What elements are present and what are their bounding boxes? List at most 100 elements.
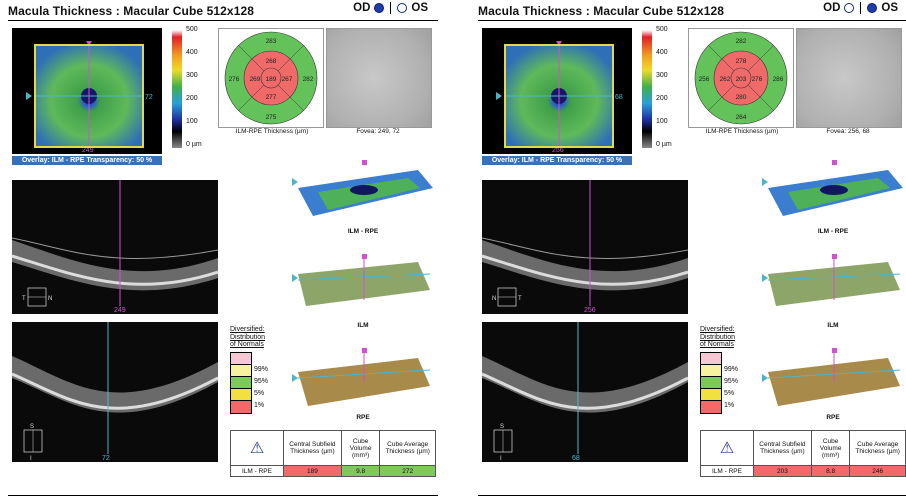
- etdrs-inner-top: 268: [266, 58, 277, 65]
- svg-text:I: I: [30, 456, 32, 462]
- surface-ilm-rpe[interactable]: [758, 158, 906, 224]
- etdrs-center: 203: [736, 76, 747, 83]
- row-label: ILM - RPE: [230, 465, 284, 477]
- etdrs-caption: ILM-RPE Thickness (µm): [705, 128, 779, 135]
- normals-legend: Diversified: Distribution of Normals 99%…: [230, 326, 284, 415]
- avg-value: 272: [379, 465, 436, 477]
- row-label: ILM - RPE: [700, 465, 754, 477]
- etdrs-inner-right: 267: [282, 76, 293, 83]
- thickness-colorbar: [642, 30, 652, 148]
- fundus-image[interactable]: [326, 28, 432, 128]
- warning-icon: ⚠: [719, 440, 735, 457]
- horizontal-bscan[interactable]: 256 N T: [482, 180, 688, 314]
- col-header-volume: Cube Volume (mm³): [340, 430, 381, 466]
- etdrs-thickness-chart: 189 268 267 277 269 283 282 275 276: [218, 28, 324, 128]
- surface-ilm[interactable]: [758, 254, 906, 312]
- etdrs-inner-left: 269: [250, 76, 261, 83]
- od-radio-icon[interactable]: [844, 3, 855, 13]
- report-header: Macula Thickness : Macular Cube 512x128 …: [8, 2, 438, 21]
- vertical-bscan[interactable]: 68 S I: [482, 322, 688, 462]
- horizontal-bscan[interactable]: 249 T N: [12, 180, 218, 314]
- thickness-map[interactable]: 68 256: [482, 28, 632, 154]
- etdrs-outer-left: 256: [699, 76, 710, 83]
- report-panel-os: Macula Thickness : Macular Cube 512x128 …: [478, 0, 906, 502]
- etdrs-outer-bottom: 275: [266, 114, 277, 121]
- surface-label-ilm: ILM: [827, 322, 839, 329]
- overlay-caption: Overlay: ILM - RPE Transparency: 50 %: [12, 156, 162, 165]
- etdrs-outer-bottom: 264: [736, 114, 747, 121]
- svg-text:T: T: [518, 296, 522, 302]
- svg-text:I: I: [500, 456, 502, 462]
- etdrs-center: 189: [266, 76, 277, 83]
- etdrs-inner-top: 278: [736, 58, 747, 65]
- eye-option-od[interactable]: OD: [817, 2, 860, 14]
- surface-ilm-rpe[interactable]: [288, 158, 438, 224]
- footer-rule: [8, 495, 438, 496]
- summary-table: ⚠ Central Subfield Thickness (µm) Cube V…: [230, 430, 436, 477]
- etdrs-caption: ILM-RPE Thickness (µm): [235, 128, 309, 135]
- surface-label-ilm: ILM: [357, 322, 369, 329]
- surface-rpe[interactable]: [288, 348, 438, 410]
- surface-rpe[interactable]: [758, 348, 906, 410]
- col-header-csf: Central Subfield Thickness (µm): [283, 430, 342, 466]
- vertical-bscan[interactable]: 72 S I: [12, 322, 218, 462]
- fundus-image[interactable]: [796, 28, 902, 128]
- etdrs-inner-left: 262: [720, 76, 731, 83]
- volume-value: 8.8: [810, 465, 851, 477]
- bscan2-slice: 72: [102, 455, 110, 462]
- summary-table: ⚠ Central Subfield Thickness (µm) Cube V…: [700, 430, 906, 477]
- fovea-caption: Fovea: 249, 72: [356, 128, 400, 135]
- report-panel-od: Macula Thickness : Macular Cube 512x128 …: [8, 0, 448, 502]
- surface-label-rpe: RPE: [826, 414, 840, 421]
- overlay-caption: Overlay: ILM - RPE Transparency: 50 %: [482, 156, 632, 165]
- etdrs-outer-right: 282: [303, 76, 314, 83]
- thickness-map-image: 72 249: [26, 41, 153, 154]
- etdrs-grid-outline: [504, 44, 614, 148]
- map-h-line-value: 72: [145, 94, 153, 101]
- svg-text:N: N: [492, 296, 496, 302]
- etdrs-outer-right: 286: [773, 76, 784, 83]
- warning-icon: ⚠: [249, 440, 265, 457]
- svg-text:N: N: [48, 296, 52, 302]
- svg-text:S: S: [500, 424, 504, 430]
- map-v-line-value: 249: [82, 147, 94, 154]
- csf-value: 203: [753, 465, 812, 477]
- thickness-map-image: 68 256: [496, 41, 623, 154]
- col-header-avg: Cube Average Thickness (µm): [849, 430, 906, 466]
- etdrs-thickness-chart: 203 278 276 280 262 282 286 264 256: [688, 28, 794, 128]
- col-header-volume: Cube Volume (mm³): [810, 430, 851, 466]
- bscan1-slice: 256: [584, 307, 596, 314]
- map-h-line-value: 68: [615, 94, 623, 101]
- etdrs-outer-top: 282: [736, 38, 747, 45]
- normals-legend: Diversified: Distribution of Normals 99%…: [700, 326, 754, 415]
- csf-value: 189: [283, 465, 342, 477]
- footer-rule: [478, 495, 906, 496]
- od-radio-icon[interactable]: [374, 3, 385, 13]
- etdrs-outer-top: 283: [266, 38, 277, 45]
- eye-option-od[interactable]: OD: [347, 2, 390, 14]
- table-row: ILM - RPE 203 8.8 246: [700, 465, 906, 477]
- report-header: Macula Thickness : Macular Cube 512x128 …: [478, 2, 906, 21]
- etdrs-inner-bottom: 280: [736, 94, 747, 101]
- eye-selector: OD OS: [817, 2, 904, 14]
- eye-option-os[interactable]: OS: [390, 2, 434, 14]
- col-header-csf: Central Subfield Thickness (µm): [753, 430, 812, 466]
- etdrs-inner-right: 276: [752, 76, 763, 83]
- surface-label-ilm-rpe: ILM - RPE: [347, 228, 379, 235]
- surface-label-rpe: RPE: [356, 414, 370, 421]
- thickness-colorbar: [172, 30, 182, 148]
- eye-option-os[interactable]: OS: [860, 2, 904, 14]
- thickness-map[interactable]: 72 249: [12, 28, 162, 154]
- surface-label-ilm-rpe: ILM - RPE: [817, 228, 849, 235]
- fovea-caption: Fovea: 256, 68: [826, 128, 870, 135]
- surface-ilm[interactable]: [288, 254, 438, 312]
- svg-text:S: S: [30, 424, 34, 430]
- bscan2-slice: 68: [572, 455, 580, 462]
- etdrs-inner-bottom: 277: [266, 94, 277, 101]
- report-title: Macula Thickness : Macular Cube 512x128: [8, 4, 255, 18]
- table-row: ILM - RPE 189 9.8 272: [230, 465, 436, 477]
- os-radio-icon[interactable]: [867, 3, 878, 13]
- os-radio-icon[interactable]: [397, 3, 408, 13]
- col-header-avg: Cube Average Thickness (µm): [379, 430, 436, 466]
- map-v-line-value: 256: [552, 147, 564, 154]
